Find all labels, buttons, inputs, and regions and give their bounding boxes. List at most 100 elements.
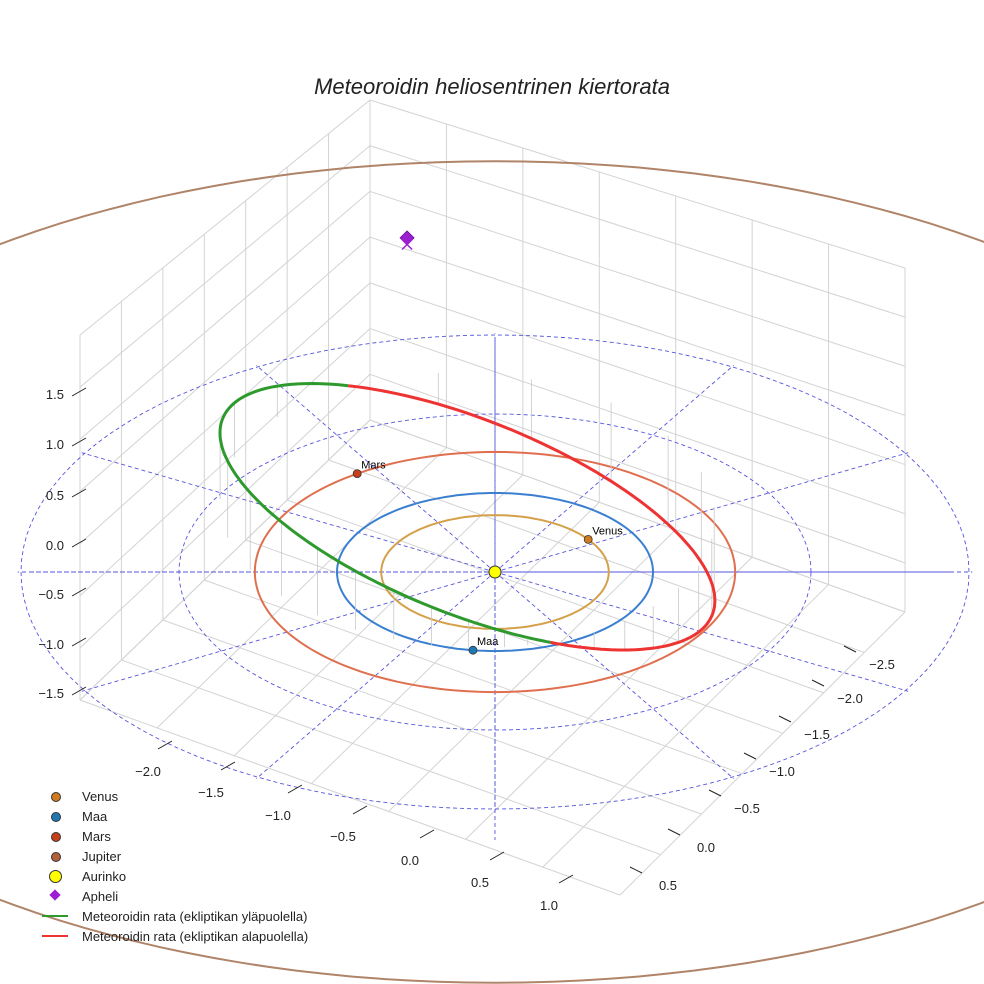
y-tick-label: −0.5 xyxy=(330,829,356,844)
legend-item-mars: Mars xyxy=(38,826,308,846)
grid-line xyxy=(388,529,677,812)
z-tick xyxy=(71,488,87,498)
x-tick-label: −2.5 xyxy=(869,657,895,672)
earth-marker-icon xyxy=(51,812,61,822)
grid-line xyxy=(79,145,371,388)
x-tick xyxy=(667,828,681,836)
grid-line xyxy=(369,328,906,515)
legend-item-jupiter: Jupiter xyxy=(38,846,308,866)
grid-line xyxy=(79,419,371,701)
mars-marker-icon xyxy=(51,832,61,842)
z-tick-label: −1.0 xyxy=(38,637,64,652)
orbit-venus xyxy=(380,514,610,630)
z-tick-label: −1.5 xyxy=(38,686,64,701)
chart-title: Meteoroidin heliosentrinen kiertorata xyxy=(314,74,670,99)
grid-line xyxy=(619,611,906,896)
x-tick xyxy=(629,866,643,874)
legend-label: Aurinko xyxy=(82,868,127,884)
z-tick-label: −0.5 xyxy=(38,587,64,602)
grid-line xyxy=(369,373,906,564)
legend-item-below: Meteoroidin rata (ekliptikan alapuolella… xyxy=(38,926,308,946)
planet-orbits xyxy=(0,160,984,984)
y-tick-label: −2.0 xyxy=(135,764,161,779)
x-tick xyxy=(843,645,857,653)
sun-marker-icon xyxy=(49,870,62,883)
y-tick-label: 0.5 xyxy=(471,875,489,890)
grid-line xyxy=(369,145,906,318)
z-tick-label: 0.0 xyxy=(46,538,64,553)
legend-label: Jupiter xyxy=(82,848,122,864)
grid-line xyxy=(79,99,371,336)
z-tick-label: 1.0 xyxy=(46,437,64,452)
y-tick xyxy=(419,829,435,839)
x-tick xyxy=(811,679,825,687)
legend-label: Mars xyxy=(82,828,111,844)
venus-marker-icon xyxy=(51,792,61,802)
z-tick xyxy=(71,437,87,447)
z-tick xyxy=(71,587,87,597)
legend-label: Maa xyxy=(82,808,108,824)
planet-label: Maa xyxy=(477,636,499,648)
y-tick xyxy=(287,784,303,794)
aphelion-marker-icon xyxy=(49,889,61,901)
y-tick-label: 0.0 xyxy=(401,853,419,868)
planet-marker-venus xyxy=(583,535,593,544)
grid-line xyxy=(369,282,906,466)
grid-line xyxy=(79,328,371,597)
grid-line xyxy=(369,99,906,269)
grid-line xyxy=(121,659,661,856)
ecliptic-spoke xyxy=(81,452,496,573)
y-tick-label: −1.5 xyxy=(198,785,224,800)
grid-line xyxy=(204,579,743,775)
z-tick xyxy=(71,686,87,696)
x-tick-label: −1.5 xyxy=(804,727,830,742)
ecliptic-spoke xyxy=(494,571,909,692)
green-line-icon xyxy=(42,915,68,917)
grid-line xyxy=(369,419,906,613)
ecliptic-spoke xyxy=(81,571,496,692)
grid-line xyxy=(286,499,824,694)
legend-item-above: Meteoroidin rata (ekliptikan yläpuolella… xyxy=(38,906,308,926)
x-tick xyxy=(778,715,792,723)
grid-line xyxy=(328,459,865,653)
planet-markers: Venus Maa Mars xyxy=(352,230,623,655)
grid-line xyxy=(233,474,524,757)
x-tick-label: 0.0 xyxy=(697,840,715,855)
ecliptic-reference-circle xyxy=(20,334,970,810)
meteoroid-orbit-above xyxy=(218,381,529,640)
orbit-maa xyxy=(335,492,654,652)
grid-line xyxy=(465,556,753,840)
x-tick xyxy=(708,789,722,797)
y-tick xyxy=(489,851,505,861)
grid-line xyxy=(156,447,447,729)
meteoroid-orbit-above xyxy=(527,636,551,644)
y-tick xyxy=(352,805,368,815)
planet-label: Venus xyxy=(592,525,623,537)
grid-line xyxy=(542,584,829,868)
legend: Venus Maa Mars Jupiter Aurinko Apheli Me… xyxy=(38,786,308,946)
legend-item-venus: Venus xyxy=(38,786,308,806)
grid-line xyxy=(369,190,906,367)
y-tick xyxy=(157,740,173,750)
legend-item-sun: Aurinko xyxy=(38,866,308,886)
y-tick xyxy=(558,874,574,884)
legend-label: Venus xyxy=(82,788,119,804)
grid-line xyxy=(162,619,702,815)
axis-grid xyxy=(79,99,906,896)
grid-line xyxy=(311,501,600,784)
y-tick xyxy=(220,761,236,771)
grid-line xyxy=(79,236,371,492)
planet-marker-maa xyxy=(468,645,478,655)
sun-marker xyxy=(488,565,502,579)
legend-item-earth: Maa xyxy=(38,806,308,826)
aphelion-marker xyxy=(399,230,415,246)
x-tick-label: 0.5 xyxy=(659,878,677,893)
red-line-icon xyxy=(42,935,68,937)
ecliptic-spoke xyxy=(494,452,909,573)
planet-label: Mars xyxy=(361,460,386,472)
x-tick-label: −0.5 xyxy=(734,801,760,816)
planet-marker-mars xyxy=(352,469,362,479)
z-tick xyxy=(71,387,87,397)
z-tick-label: 0.5 xyxy=(46,488,64,503)
